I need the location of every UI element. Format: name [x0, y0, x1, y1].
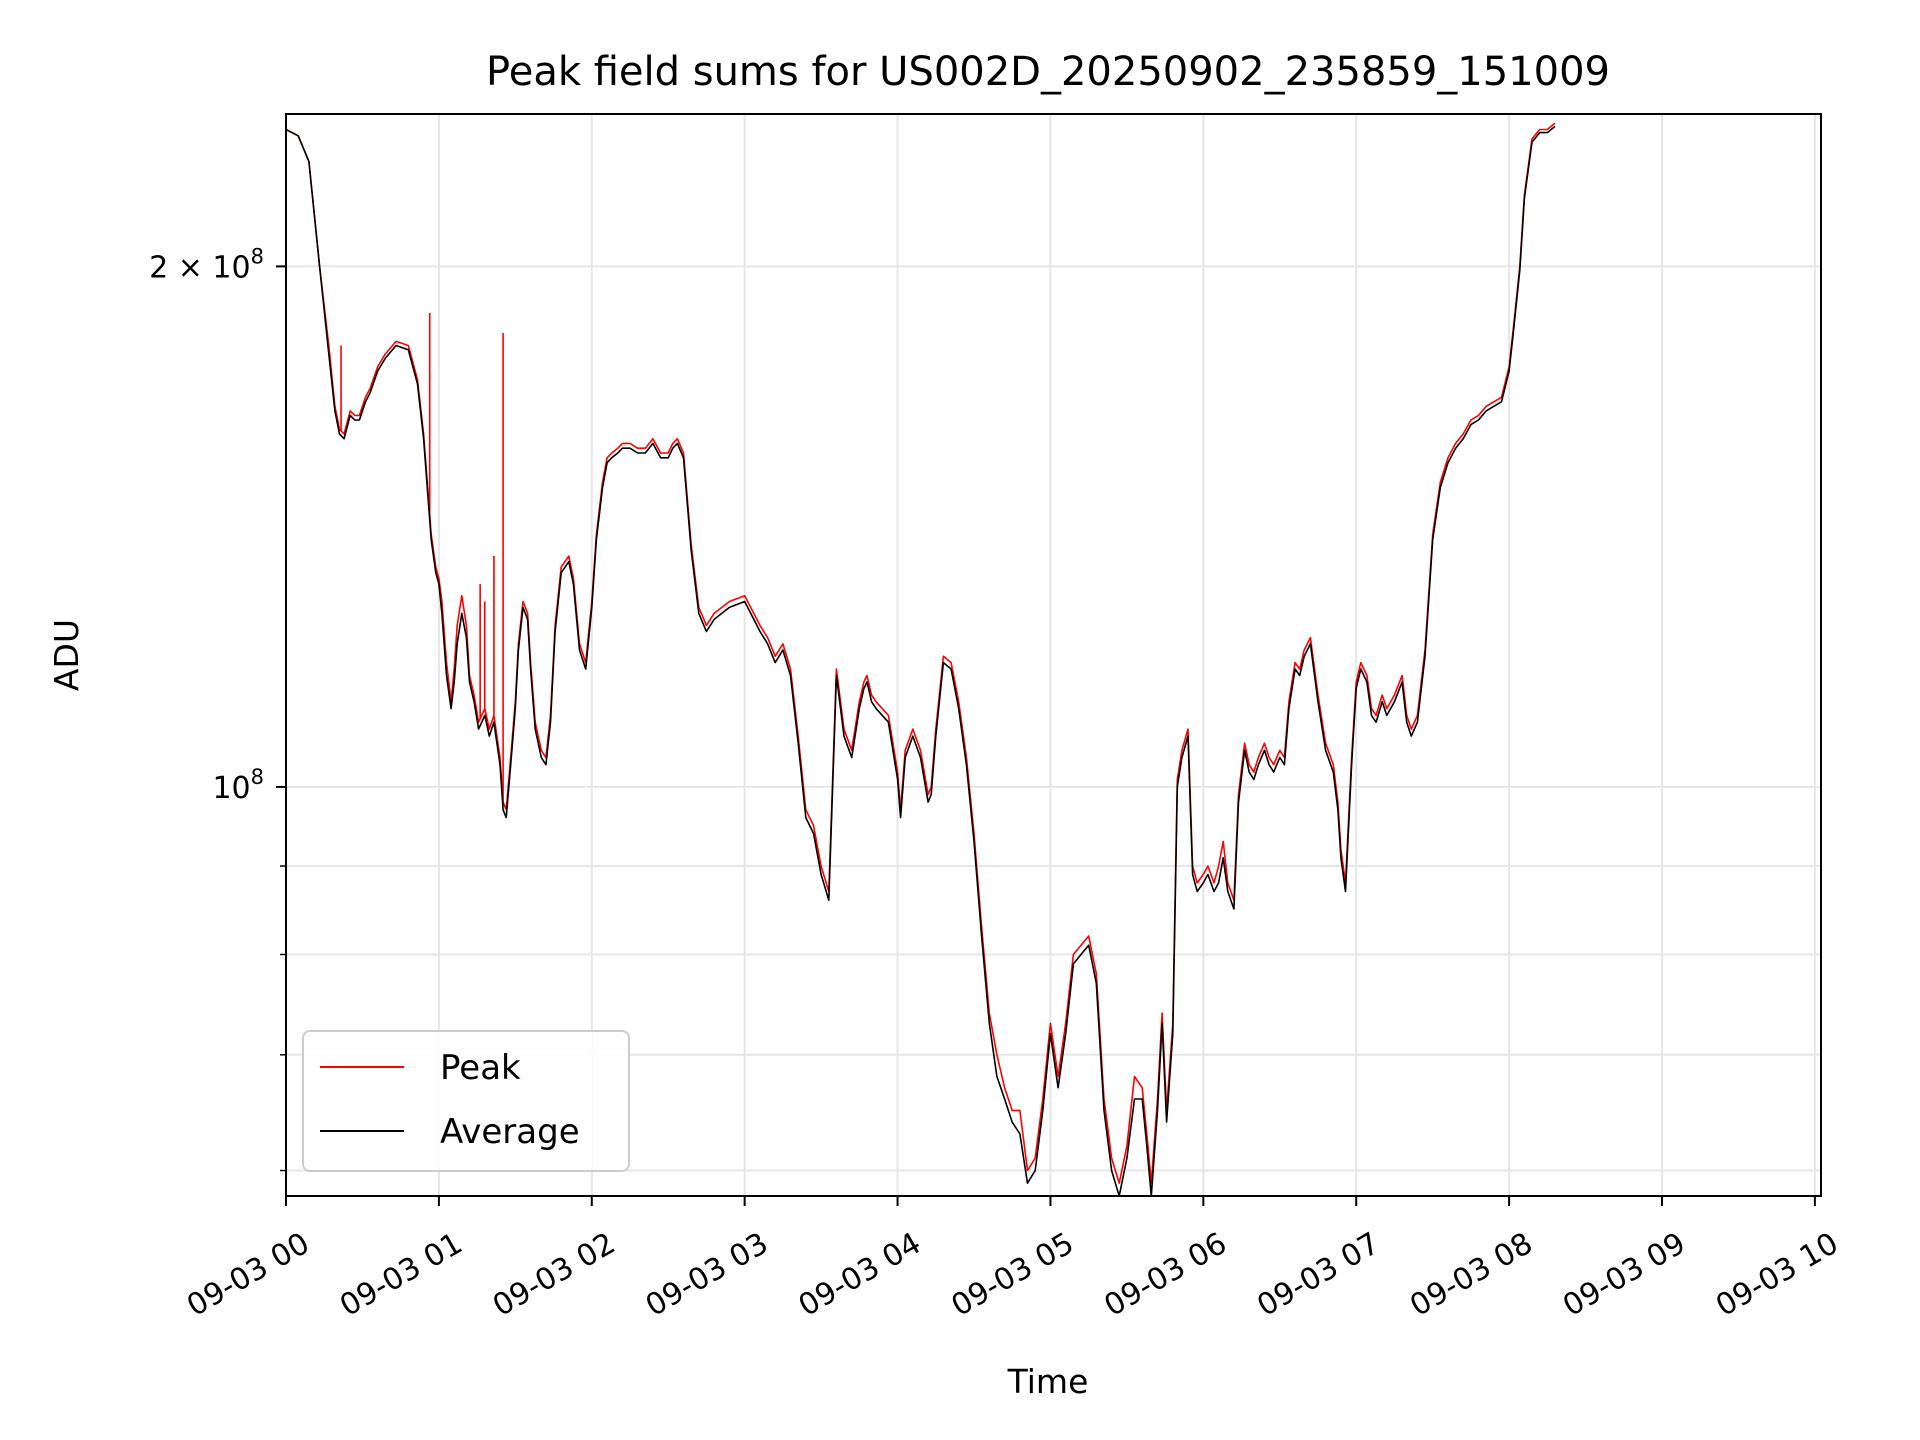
legend: Peak Average — [302, 1030, 630, 1172]
y-axis-label: ADU — [47, 619, 86, 691]
legend-label-peak: Peak — [440, 1048, 521, 1088]
y-tick-label: 108 — [212, 765, 264, 806]
series-group — [286, 122, 1556, 1196]
x-axis-label: Time — [1007, 1362, 1089, 1401]
chart-title: Peak field sums for US002D_20250902_2358… — [486, 49, 1610, 95]
plot-area — [286, 122, 1556, 1196]
legend-label-average: Average — [440, 1112, 580, 1152]
axes-frame — [285, 113, 1822, 1197]
y-tick-label: 2 × 108 — [149, 244, 264, 285]
y-axis: 108 2 × 108 — [149, 244, 286, 1172]
series-line-average — [286, 125, 1556, 1196]
